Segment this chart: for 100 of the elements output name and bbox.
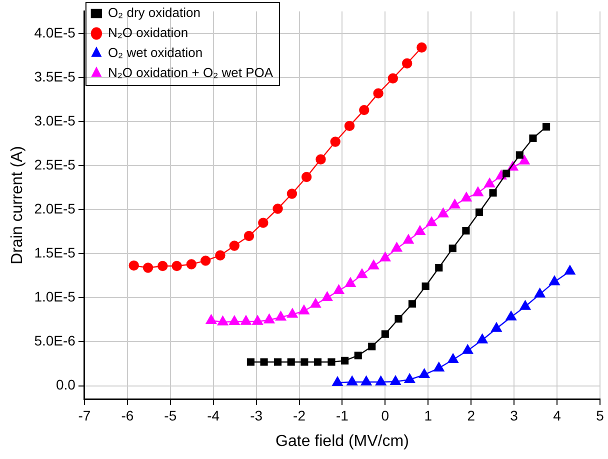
point bbox=[286, 188, 298, 199]
point bbox=[491, 322, 502, 332]
point bbox=[380, 252, 391, 262]
point bbox=[186, 259, 197, 270]
y-tick-label: 4.0E-5 bbox=[34, 24, 76, 40]
point bbox=[301, 172, 312, 182]
point bbox=[448, 354, 458, 363]
point bbox=[373, 88, 384, 98]
point bbox=[448, 244, 456, 252]
point bbox=[368, 260, 379, 270]
x-axis-title: Gate field (MV/cm) bbox=[276, 432, 409, 450]
point bbox=[229, 240, 240, 251]
x-tick-label: -3 bbox=[250, 407, 263, 424]
x-tick-label: -7 bbox=[78, 407, 91, 424]
x-tick-label: 0 bbox=[381, 407, 390, 424]
point bbox=[391, 242, 402, 252]
point bbox=[217, 316, 228, 326]
point bbox=[408, 300, 416, 308]
y-tick-label: 0.0 bbox=[56, 376, 76, 393]
point bbox=[534, 288, 546, 298]
legend-label: N₂O oxidation + O₂ wet POA bbox=[108, 65, 274, 80]
point bbox=[332, 376, 343, 386]
x-tick-label: -2 bbox=[293, 407, 306, 424]
point bbox=[316, 154, 326, 164]
point bbox=[435, 264, 443, 272]
y-tick-label: 1.0E-5 bbox=[34, 288, 76, 305]
point bbox=[322, 292, 333, 302]
point bbox=[346, 376, 358, 386]
point bbox=[300, 358, 308, 366]
point bbox=[489, 189, 497, 197]
point bbox=[310, 298, 321, 308]
point bbox=[381, 330, 389, 338]
point bbox=[403, 234, 414, 244]
point bbox=[274, 358, 282, 366]
point bbox=[519, 155, 530, 165]
point bbox=[416, 42, 427, 53]
point bbox=[330, 136, 340, 147]
point bbox=[462, 344, 474, 354]
point bbox=[434, 362, 444, 372]
point bbox=[215, 250, 226, 261]
x-tick-label: 3 bbox=[510, 407, 518, 424]
point bbox=[542, 123, 550, 131]
point bbox=[564, 265, 576, 275]
x-tick-label: -1 bbox=[336, 407, 349, 424]
point bbox=[354, 352, 362, 360]
point bbox=[414, 226, 426, 235]
point bbox=[360, 376, 372, 386]
point bbox=[341, 356, 349, 364]
point bbox=[229, 316, 240, 326]
point bbox=[394, 315, 402, 323]
point bbox=[142, 262, 154, 273]
point bbox=[172, 260, 182, 272]
point bbox=[314, 358, 322, 366]
point bbox=[529, 134, 537, 142]
x-tick-label: -5 bbox=[164, 407, 177, 424]
point bbox=[200, 256, 211, 266]
legend-label: O₂ wet oxidation bbox=[108, 45, 203, 60]
x-tick-label: 4 bbox=[553, 407, 562, 424]
x-tick-label: -6 bbox=[121, 407, 134, 424]
point bbox=[287, 308, 298, 318]
point bbox=[475, 208, 484, 216]
point bbox=[549, 276, 560, 286]
point bbox=[402, 58, 412, 68]
x-tick-label: 1 bbox=[424, 407, 432, 424]
point bbox=[376, 376, 386, 386]
x-tick-label: 2 bbox=[467, 407, 476, 424]
point bbox=[328, 358, 336, 366]
point bbox=[461, 192, 472, 202]
point bbox=[359, 104, 370, 116]
point bbox=[246, 358, 254, 366]
point bbox=[438, 208, 449, 218]
point bbox=[390, 376, 401, 385]
point bbox=[258, 218, 268, 228]
point bbox=[516, 151, 524, 159]
y-tick-label: 3.0E-5 bbox=[34, 112, 76, 128]
point bbox=[264, 314, 275, 324]
point bbox=[206, 314, 217, 324]
point bbox=[244, 230, 254, 242]
y-tick-label: 2.0E-5 bbox=[34, 200, 76, 216]
point bbox=[368, 342, 376, 350]
point bbox=[128, 260, 139, 271]
point bbox=[240, 315, 252, 325]
point bbox=[287, 358, 295, 366]
x-tick-label: 5 bbox=[596, 407, 604, 424]
point bbox=[272, 204, 283, 214]
point bbox=[422, 282, 430, 290]
point bbox=[426, 216, 437, 226]
y-axis-title: Drain current (A) bbox=[9, 146, 26, 264]
point bbox=[298, 304, 310, 314]
point bbox=[484, 178, 495, 188]
point bbox=[260, 358, 268, 366]
x-tick-label: -4 bbox=[207, 407, 220, 424]
point bbox=[333, 284, 344, 294]
point bbox=[275, 311, 286, 321]
point bbox=[520, 300, 531, 310]
legend-label: O₂ dry oxidation bbox=[108, 5, 200, 20]
point bbox=[476, 334, 488, 344]
legend-label: N₂O oxidation bbox=[108, 25, 188, 40]
point bbox=[344, 120, 355, 132]
y-tick-label: 2.5E-5 bbox=[34, 156, 76, 172]
